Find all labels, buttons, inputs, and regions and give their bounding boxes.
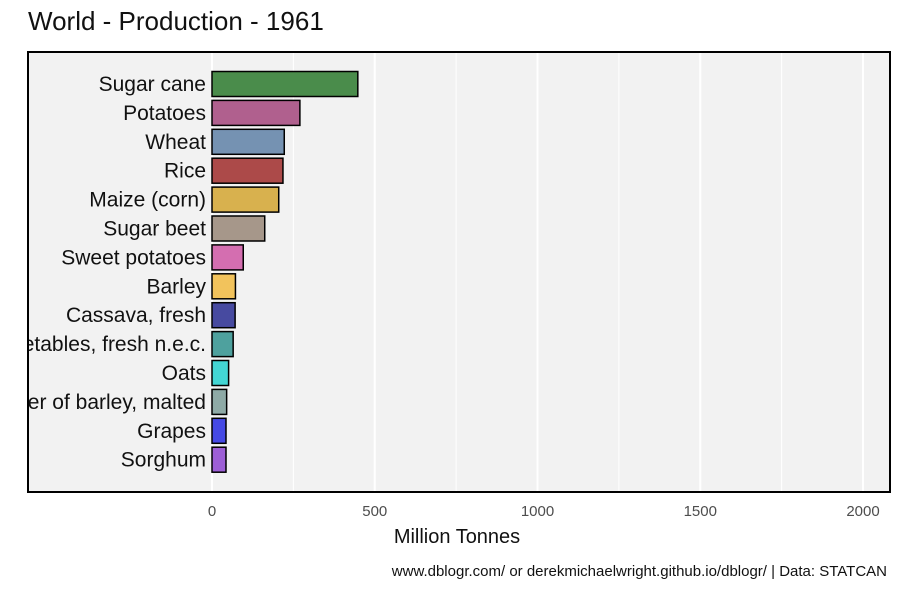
source-caption: www.dblogr.com/ or derekmichaelwright.gi… xyxy=(391,563,887,580)
x-tick-label: 1000 xyxy=(521,503,554,520)
bar-rice xyxy=(211,157,284,184)
bar-sorghum xyxy=(211,446,227,473)
x-tick-label: 500 xyxy=(362,503,387,520)
category-label: Maize (corn) xyxy=(89,189,206,212)
category-label: Sorghum xyxy=(121,449,206,472)
bar-wheat xyxy=(211,128,286,156)
category-label: Grapes xyxy=(137,420,206,443)
x-axis-ticks: 0 500 1000 1500 2000 xyxy=(208,503,880,520)
bars xyxy=(211,70,359,473)
x-tick-label: 1500 xyxy=(684,503,717,520)
bar-sugar-beet xyxy=(211,215,266,242)
grid-lines xyxy=(211,53,864,491)
bar-potatoes xyxy=(211,99,301,127)
bar-beer-of-barley-malted xyxy=(211,388,228,416)
category-label: Rice xyxy=(164,160,206,183)
bar-sugar-cane xyxy=(211,70,359,98)
bar-maize-corn xyxy=(211,186,280,213)
category-label: Sugar beet xyxy=(103,218,206,241)
category-label: Sugar cane xyxy=(99,73,206,96)
bar-barley xyxy=(211,273,237,300)
category-label: Beer of barley, malted xyxy=(2,391,206,414)
y-axis-labels: Sugar cane Potatoes Wheat Rice Maize (corn) S… xyxy=(0,73,206,472)
category-label: Vegetables, fresh n.e.c. xyxy=(0,333,206,356)
x-tick-label: 2000 xyxy=(846,503,879,520)
bar-sweet-potatoes xyxy=(211,244,244,271)
bar-cassava-fresh xyxy=(211,301,236,329)
plot-panel xyxy=(27,51,891,493)
x-tick-label: 0 xyxy=(208,503,216,520)
category-label: Potatoes xyxy=(123,102,206,125)
category-label: Wheat xyxy=(145,131,206,154)
bar-oats xyxy=(211,359,230,387)
x-axis-label: Million Tonnes xyxy=(393,526,521,548)
bar-grapes xyxy=(211,417,227,445)
category-label: Barley xyxy=(146,275,206,298)
category-label: Sweet potatoes xyxy=(61,246,206,269)
chart-title: World - Production - 1961 xyxy=(28,6,324,36)
category-label: Oats xyxy=(162,362,206,385)
bar-vegetables-fresh-n-e-c xyxy=(211,330,234,358)
category-label: Cassava, fresh xyxy=(66,304,206,327)
